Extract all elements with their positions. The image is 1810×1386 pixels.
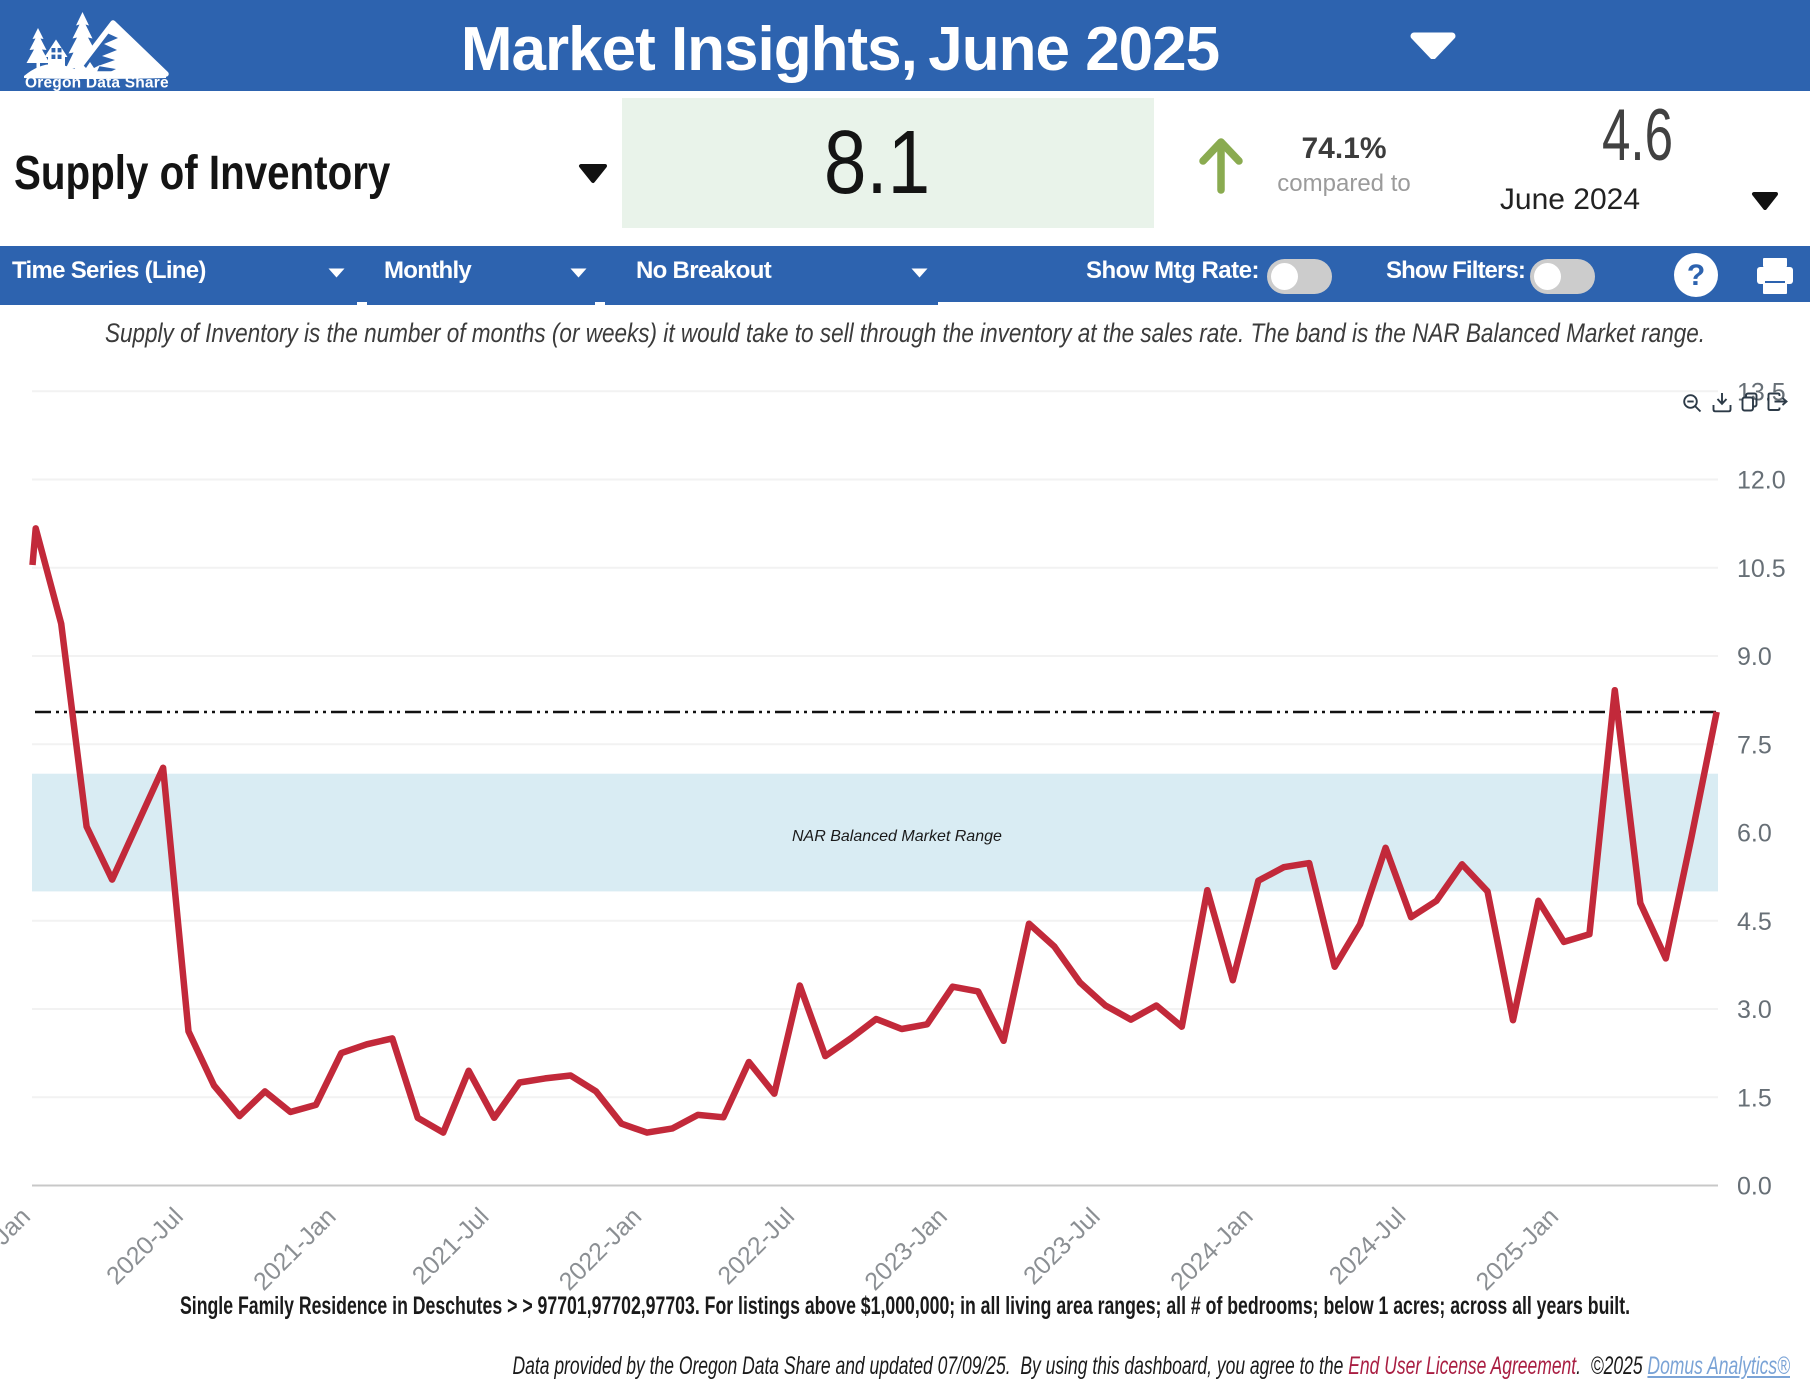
svg-text:2021-Jul: 2021-Jul (407, 1202, 495, 1290)
svg-text:7.5: 7.5 (1737, 731, 1772, 759)
svg-text:1.5: 1.5 (1737, 1084, 1772, 1112)
svg-text:2023-Jan: 2023-Jan (859, 1202, 953, 1296)
svg-text:3.0: 3.0 (1737, 996, 1772, 1024)
svg-text:10.5: 10.5 (1737, 555, 1786, 583)
svg-text:12.0: 12.0 (1737, 467, 1786, 495)
svg-text:2024-Jan: 2024-Jan (1165, 1202, 1259, 1296)
svg-text:0.0: 0.0 (1737, 1173, 1772, 1201)
svg-text:2023-Jul: 2023-Jul (1018, 1202, 1106, 1290)
svg-text:2022-Jul: 2022-Jul (712, 1202, 800, 1290)
svg-text:Oregon Data Share: Oregon Data Share (25, 75, 169, 92)
svg-text:6.0: 6.0 (1737, 820, 1772, 848)
svg-text:2024-Jul: 2024-Jul (1324, 1202, 1412, 1290)
svg-text:4.5: 4.5 (1737, 908, 1772, 936)
svg-text:2025-Jan: 2025-Jan (1471, 1202, 1565, 1296)
svg-text:2022-Jan: 2022-Jan (554, 1202, 648, 1296)
svg-text:NAR Balanced Market Range: NAR Balanced Market Range (792, 828, 1002, 845)
svg-text:2021-Jan: 2021-Jan (248, 1202, 342, 1296)
svg-text:9.0: 9.0 (1737, 643, 1772, 671)
svg-text:2020-Jul: 2020-Jul (101, 1202, 189, 1290)
svg-text:2020-Jan: 2020-Jan (0, 1202, 36, 1296)
